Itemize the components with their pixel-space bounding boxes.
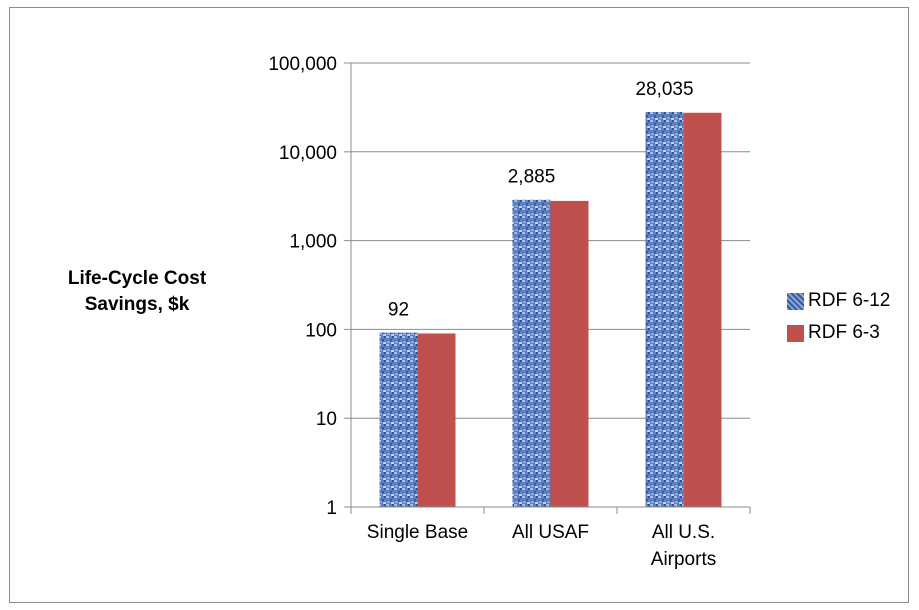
y-tick-label-4: 10,000 <box>279 143 337 164</box>
bar-series-2-1 <box>550 200 589 507</box>
data-label-2: 28,035 <box>635 79 693 100</box>
x-tick-label-0: Single Base <box>367 522 468 543</box>
x-tick-label-1: All USAF <box>512 522 589 543</box>
legend: RDF 6-12 RDF 6-3 <box>787 286 890 350</box>
chart-plot: 1 10 100 1,000 10,000 100,000 92 Single Base 2,8… <box>268 54 751 570</box>
bar-series-2-2 <box>683 112 722 507</box>
legend-label-series-1: RDF 6-12 <box>808 290 891 311</box>
y-axis-label: Life-Cycle Cost Savings, $k <box>67 268 207 315</box>
data-label-0: 92 <box>388 300 409 321</box>
labels: 1 10 100 1,000 10,000 100,000 92 Single Base 2,8… <box>268 54 716 570</box>
y-tick-label-0: 1 <box>326 498 337 519</box>
y-tick-label-3: 1,000 <box>289 232 337 253</box>
legend-label-series-2: RDF 6-3 <box>808 322 880 343</box>
bar-series-1-1 <box>512 199 551 507</box>
bar-series-1-0 <box>379 332 418 507</box>
bars <box>379 112 722 507</box>
legend-item-series-1: RDF 6-12 <box>787 286 890 316</box>
bar-series-1-2 <box>645 112 684 507</box>
x-tick-label-2-line-1: Airports <box>651 549 716 570</box>
y-tick-label-5: 100,000 <box>268 54 337 75</box>
legend-swatch-series-1 <box>787 292 804 310</box>
x-tick-label-2-line-0: All U.S. <box>652 522 715 543</box>
bar-series-2-0 <box>417 333 456 507</box>
axes <box>344 62 751 514</box>
chart-area: 1 10 100 1,000 10,000 100,000 92 Single Base 2,8… <box>9 7 909 603</box>
legend-item-series-2: RDF 6-3 <box>787 318 890 348</box>
y-tick-label-1: 10 <box>316 409 337 430</box>
legend-swatch-series-2 <box>787 324 804 342</box>
y-tick-label-2: 100 <box>305 320 337 341</box>
data-label-1: 2,885 <box>508 167 556 188</box>
